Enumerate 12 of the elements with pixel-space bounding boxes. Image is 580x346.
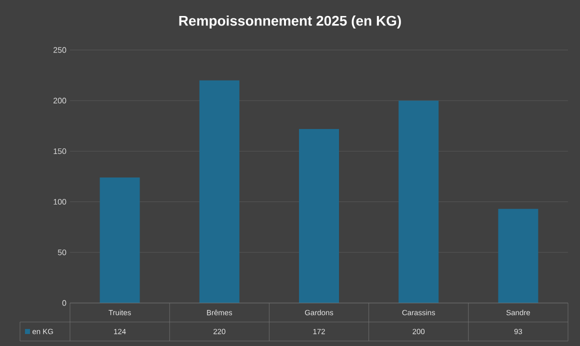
bar — [199, 80, 240, 303]
y-tick-label: 50 — [58, 250, 66, 256]
y-tick-label: 200 — [54, 98, 66, 104]
bar — [100, 178, 140, 303]
y-tick-label: 0 — [62, 300, 66, 306]
y-tick-label: 150 — [54, 148, 66, 154]
bar — [398, 100, 439, 303]
y-tick-label: 250 — [54, 47, 66, 53]
bar — [299, 128, 339, 303]
chart-title: Rempoissonnement 2025 (en KG) — [179, 15, 401, 29]
bar — [498, 208, 538, 303]
y-tick-label: 100 — [54, 198, 66, 205]
